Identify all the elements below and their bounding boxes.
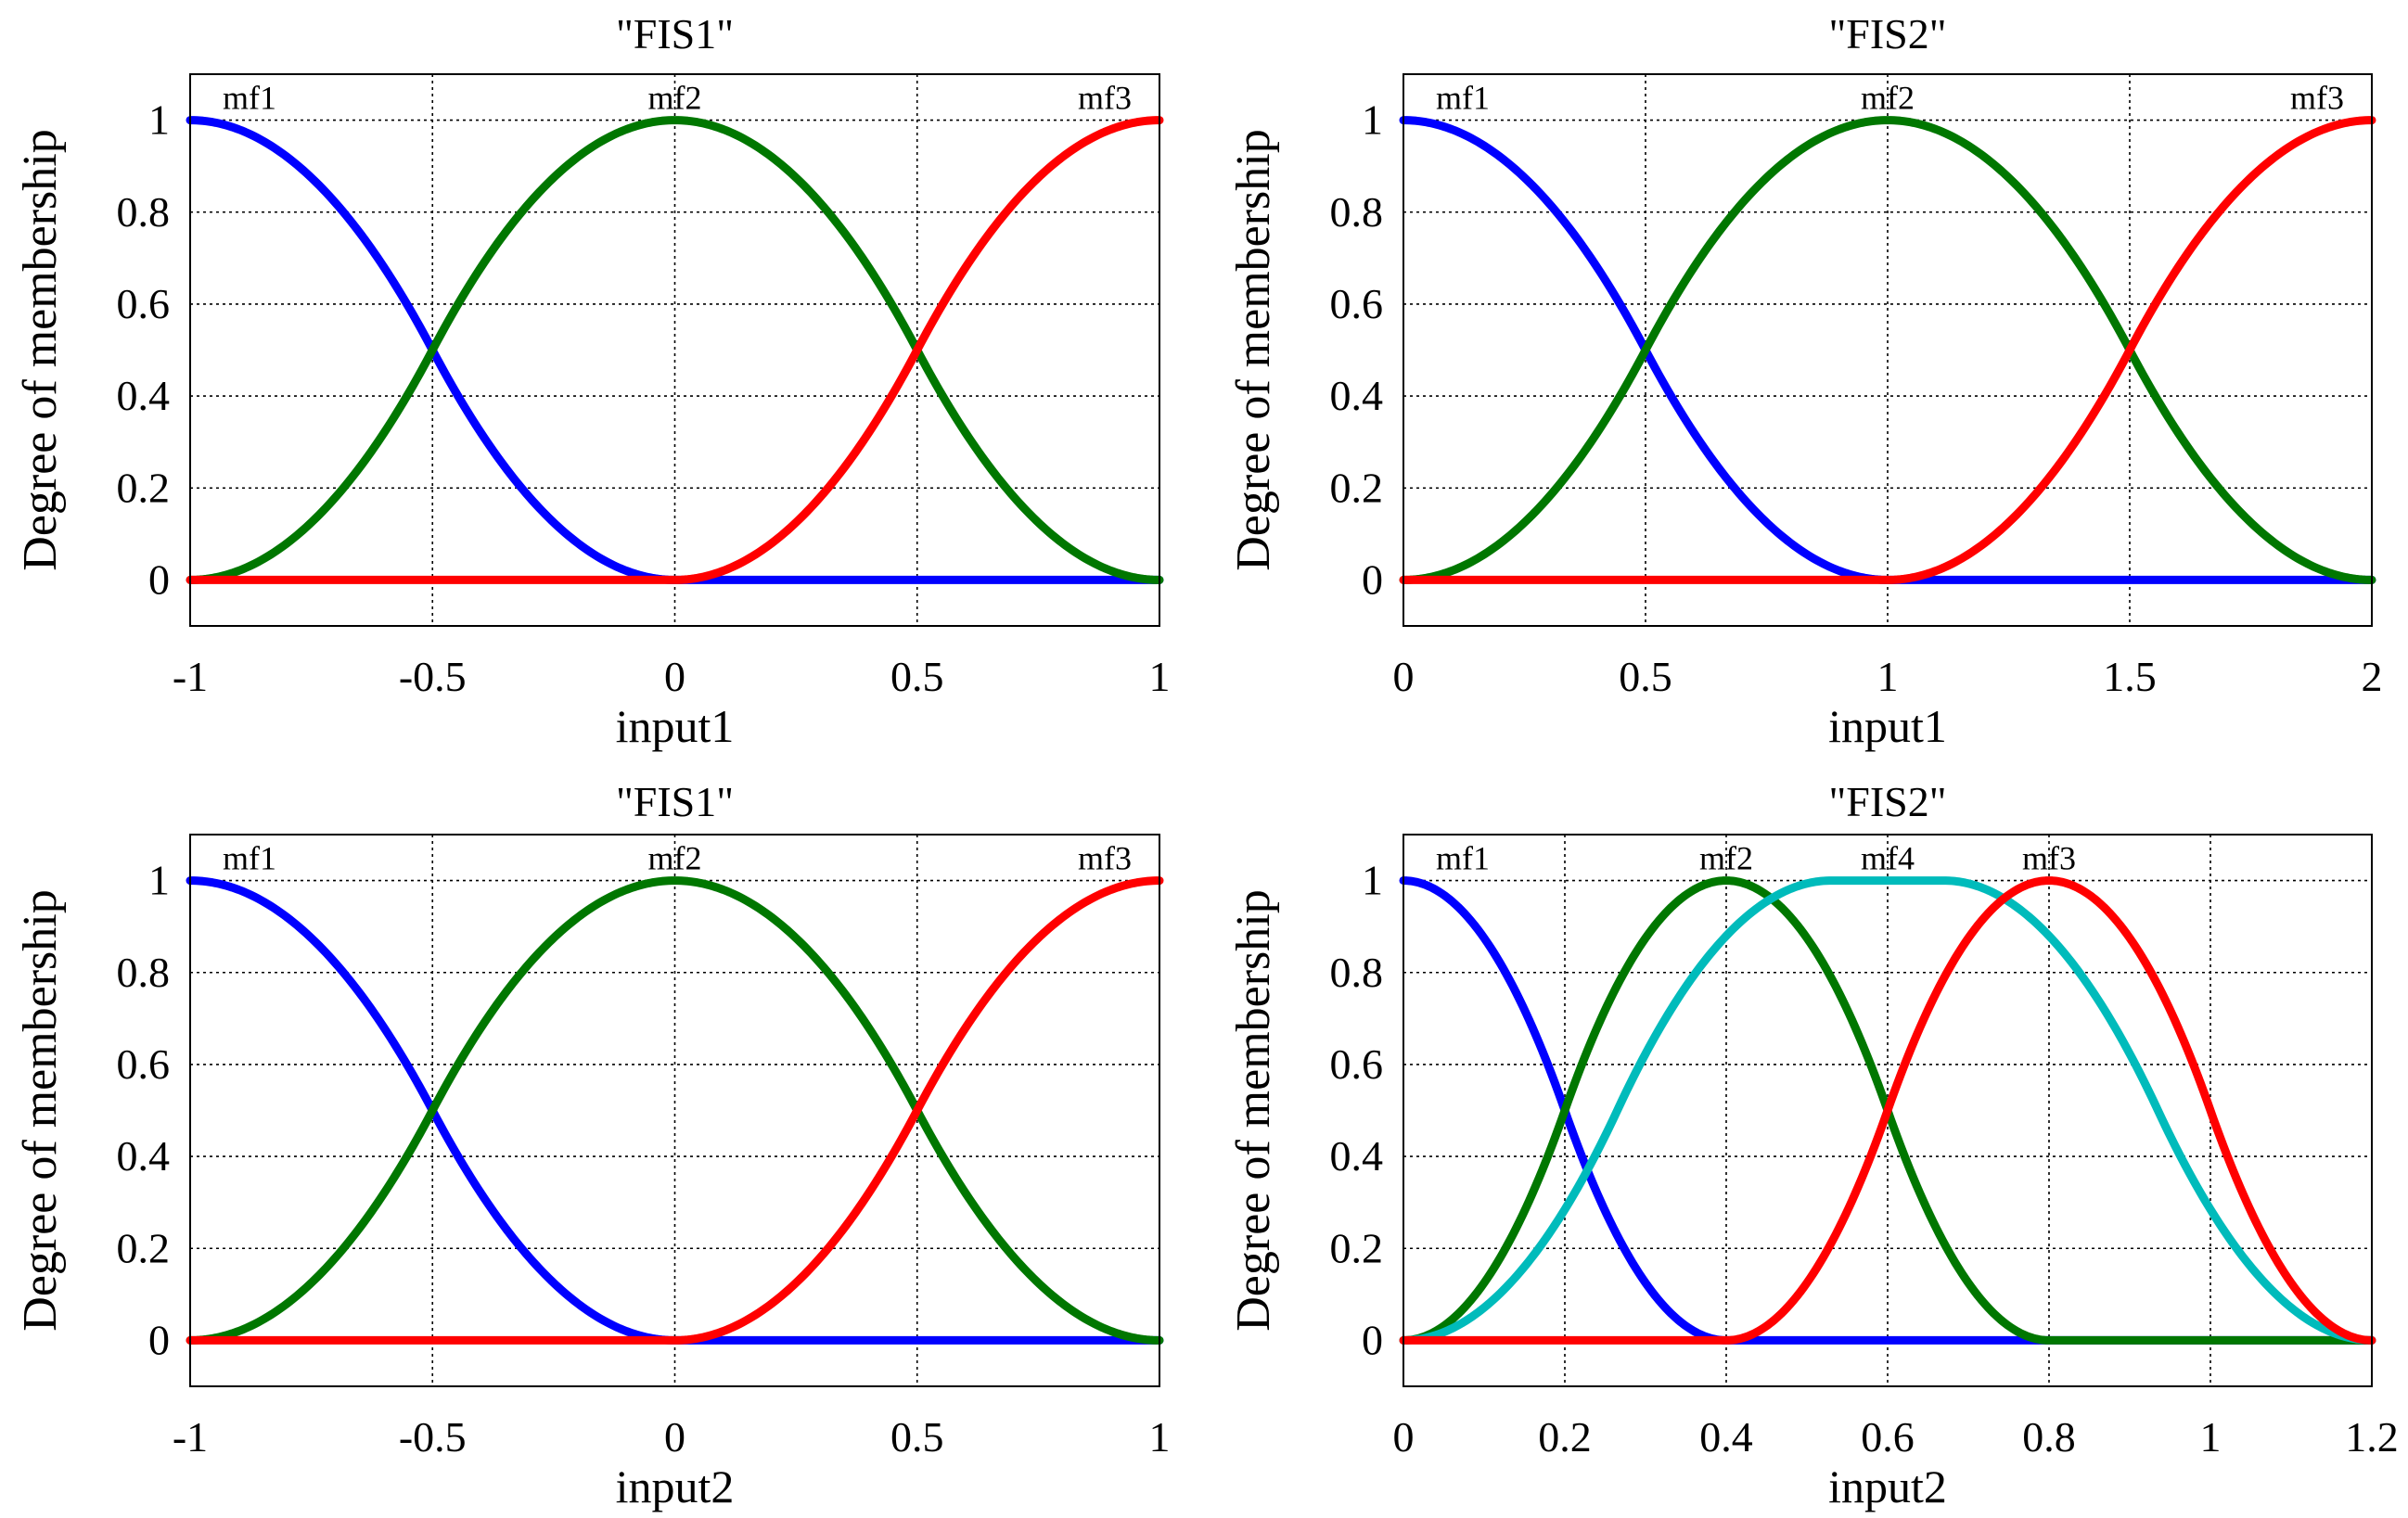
x-tick-label: 0.2: [1538, 1413, 1592, 1461]
x-tick-label: 0: [1393, 1413, 1415, 1461]
series-line-mf2: [186, 876, 1164, 1345]
chart-title: "FIS1": [616, 10, 734, 57]
y-tick-label: 0.6: [117, 280, 171, 327]
y-tick-label: 0.2: [1330, 1224, 1384, 1271]
y-axis-label: Degree of membership: [1227, 129, 1280, 570]
plot-frame: [189, 834, 1160, 1387]
y-tick-label: 1: [1362, 96, 1383, 144]
y-axis-label: Degree of membership: [14, 889, 67, 1331]
y-tick-label: 0.2: [117, 1224, 171, 1271]
mf-label-mf2: mf2: [648, 840, 702, 877]
mf-label-mf2: mf2: [1699, 840, 1753, 877]
y-tick-label: 0.4: [1330, 1132, 1384, 1180]
x-tick-label: 1.5: [2103, 653, 2157, 700]
x-tick-label: 0.5: [1619, 653, 1672, 700]
x-tick-label: -1: [173, 653, 208, 700]
x-tick-label: 1: [2200, 1413, 2222, 1461]
mf-label-mf2: mf2: [648, 80, 702, 117]
series-line-mf3: [186, 116, 1164, 584]
y-tick-label: 0.8: [117, 188, 171, 236]
chart-panel-3: mf1 mf2 mf3 -1 -0.5 0 0.5 1 0 0.2 0.4 0.6 0.8 1 "FIS1"…: [14, 778, 1171, 1512]
x-tick-label: 0: [664, 653, 685, 700]
chart-title: "FIS2": [1828, 10, 1946, 57]
y-tick-label: 0.2: [1330, 464, 1384, 511]
y-tick-label: 0: [1362, 555, 1383, 603]
x-axis-label: input1: [616, 700, 735, 752]
chart-panel-1: mf1 mf2 mf3 -1 -0.5 0 0.5 1 0 0.2 0.4 0.6 0.8 1 "FIS1"…: [14, 10, 1171, 752]
y-tick-label: 0: [148, 1316, 170, 1363]
series-line-mf2: [186, 116, 1164, 584]
series-line-mf3: [186, 876, 1164, 1345]
x-tick-label: 1: [1149, 1413, 1171, 1461]
x-tick-label: 1: [1149, 653, 1171, 700]
x-axis-label: input2: [616, 1461, 735, 1512]
y-tick-label: 0.6: [117, 1040, 171, 1088]
chart-title: "FIS2": [1828, 778, 1946, 825]
mf-label-mf3: mf3: [2290, 80, 2344, 117]
y-tick-label: 0.8: [1330, 949, 1384, 996]
y-tick-label: 0.4: [1330, 372, 1384, 419]
y-tick-label: 0: [1362, 1316, 1383, 1363]
x-tick-label: 0.8: [2022, 1413, 2076, 1461]
y-tick-label: 0.8: [1330, 188, 1384, 236]
x-tick-label: 0.4: [1699, 1413, 1753, 1461]
mf-label-mf1: mf1: [223, 80, 276, 117]
y-tick-label: 1: [148, 96, 170, 144]
mf-label-mf3: mf3: [1078, 840, 1132, 877]
y-tick-label: 0.4: [117, 372, 171, 419]
x-tick-label: 1.2: [2345, 1413, 2399, 1461]
mf-label-mf1: mf1: [1436, 840, 1490, 877]
y-tick-label: 1: [148, 857, 170, 904]
y-tick-label: 0.6: [1330, 1040, 1384, 1088]
x-tick-label: 0.6: [1861, 1413, 1915, 1461]
mf-label-mf2: mf2: [1861, 80, 1915, 117]
y-axis-label: Degree of membership: [14, 129, 67, 570]
x-tick-label: 0.5: [890, 653, 944, 700]
series-line-mf3: [1399, 116, 2376, 584]
y-tick-label: 0.4: [117, 1132, 171, 1180]
chart-panel-2: mf1 mf2 mf3 0 0.5 1 1.5 2 0 0.2 0.4 0.6 0.8 1 "FIS2" in…: [1227, 10, 2383, 752]
y-tick-label: 0: [148, 555, 170, 603]
x-tick-label: 0.5: [890, 1413, 944, 1461]
y-tick-label: 1: [1362, 857, 1383, 904]
x-tick-label: -1: [173, 1413, 208, 1461]
mf-label-mf4: mf4: [1861, 840, 1915, 877]
plot-frame: [1403, 834, 2373, 1387]
chart-title: "FIS1": [616, 778, 734, 825]
x-tick-label: 0: [664, 1413, 685, 1461]
y-tick-label: 0.6: [1330, 280, 1384, 327]
y-tick-label: 0.2: [117, 464, 171, 511]
series-line-mf2: [1399, 116, 2376, 584]
y-axis-label: Degree of membership: [1227, 889, 1280, 1331]
x-axis-label: input2: [1828, 1461, 1947, 1512]
x-tick-label: 0: [1393, 653, 1415, 700]
x-tick-label: 2: [2362, 653, 2383, 700]
series-line-mf3: [1399, 876, 2376, 1345]
plot-frame: [189, 73, 1160, 627]
y-tick-label: 0.8: [117, 949, 171, 996]
plot-frame: [1403, 73, 2373, 627]
series-line-mf4: [1399, 876, 2376, 1345]
mf-label-mf3: mf3: [1078, 80, 1132, 117]
mf-label-mf1: mf1: [1436, 80, 1490, 117]
chart-panel-4: mf1 mf2 mf4 mf3 0 0.2 0.4 0.6 0.8 1 1.2 0 0.2 0.4 0.6 0…: [1227, 778, 2399, 1512]
x-tick-label: -0.5: [399, 1413, 467, 1461]
mf-label-mf3: mf3: [2022, 840, 2076, 877]
x-tick-label: 1: [1877, 653, 1899, 700]
x-axis-label: input1: [1828, 700, 1947, 752]
x-tick-label: -0.5: [399, 653, 467, 700]
mf-label-mf1: mf1: [223, 840, 276, 877]
